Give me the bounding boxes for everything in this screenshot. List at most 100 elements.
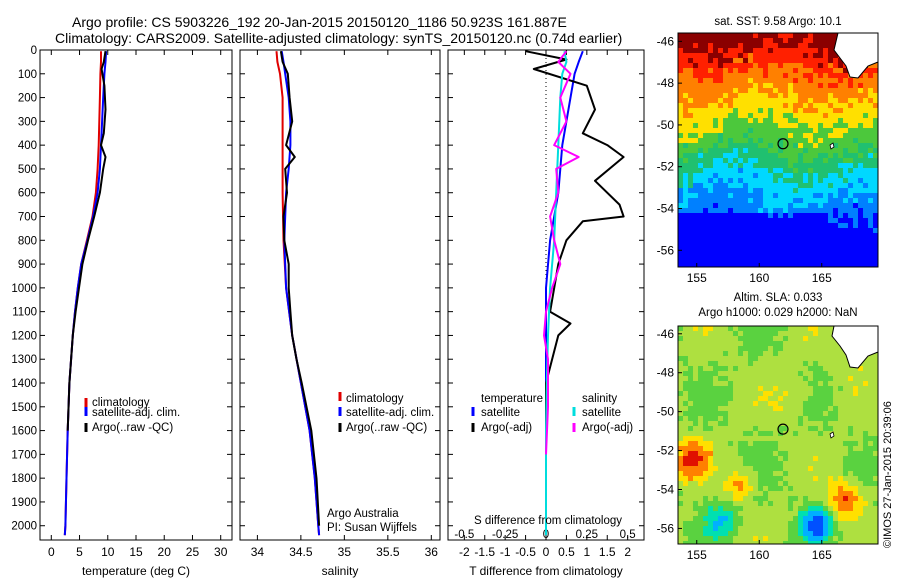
map-cell	[778, 183, 783, 188]
map-cell	[713, 33, 718, 38]
map-cell	[678, 118, 683, 123]
map-cell	[723, 526, 728, 531]
map-cell	[778, 168, 783, 173]
map-cell	[703, 123, 708, 128]
argo-position-marker	[777, 423, 789, 435]
map-cell	[813, 536, 818, 541]
map-cell	[818, 411, 823, 416]
map-cell	[788, 441, 793, 446]
map-cell	[708, 48, 713, 53]
map-cell	[813, 501, 818, 506]
map-cell	[693, 491, 698, 496]
map-cell	[838, 128, 843, 133]
map-cell	[738, 536, 743, 541]
map-cell	[698, 381, 703, 386]
map-cell	[743, 58, 748, 63]
map-cell	[813, 351, 818, 356]
map-cell	[778, 326, 783, 331]
map-cell	[748, 143, 753, 148]
map-cell	[733, 153, 738, 158]
map-cell	[783, 218, 788, 223]
sst-map-field	[678, 33, 878, 267]
map-cell	[733, 178, 738, 183]
map-cell	[728, 461, 733, 466]
map-cell	[688, 63, 693, 68]
map-cell	[868, 471, 873, 476]
map-cell	[728, 331, 733, 336]
map-cell	[703, 218, 708, 223]
map-cell	[758, 158, 763, 163]
difference-lines	[525, 50, 625, 536]
map-cell	[703, 406, 708, 411]
map-cell	[713, 506, 718, 511]
map-cell	[688, 113, 693, 118]
map-cell	[818, 83, 823, 88]
map-cell	[728, 248, 733, 253]
map-cell	[808, 366, 813, 371]
x-tick-label: 0	[543, 545, 550, 559]
map-cell	[693, 63, 698, 68]
map-cell	[713, 346, 718, 351]
map-cell	[728, 466, 733, 471]
map-cell	[778, 541, 783, 544]
map-cell	[858, 93, 863, 98]
map-cell	[803, 233, 808, 238]
map-cell	[748, 411, 753, 416]
map-cell	[828, 371, 833, 376]
x-tick-label: -2	[459, 545, 470, 559]
map-cell	[698, 128, 703, 133]
map-cell	[763, 436, 768, 441]
map-cell	[698, 471, 703, 476]
map-cell	[693, 198, 698, 203]
map-cell	[818, 33, 823, 38]
map-cell	[698, 163, 703, 168]
map-cell	[798, 233, 803, 238]
map-cell	[708, 436, 713, 441]
map-cell	[698, 361, 703, 366]
map-cell	[823, 263, 828, 267]
map-cell	[853, 406, 858, 411]
map-cell	[723, 521, 728, 526]
map-cell	[873, 371, 878, 376]
map-cell	[718, 88, 723, 93]
map-cell	[728, 63, 733, 68]
map-cell	[698, 183, 703, 188]
map-cell	[718, 38, 723, 43]
map-cell	[738, 238, 743, 243]
map-cell	[708, 108, 713, 113]
map-cell	[823, 133, 828, 138]
map-cell	[823, 168, 828, 173]
map-cell	[833, 153, 838, 158]
map-cell	[803, 88, 808, 93]
map-cell	[718, 203, 723, 208]
map-cell	[718, 521, 723, 526]
map-cell	[703, 381, 708, 386]
map-x-tick-label: 160	[749, 548, 769, 562]
map-cell	[783, 521, 788, 526]
map-cell	[848, 501, 853, 506]
map-cell	[723, 481, 728, 486]
map-cell	[873, 411, 878, 416]
map-cell	[733, 48, 738, 53]
map-cell	[778, 103, 783, 108]
map-cell	[758, 496, 763, 501]
series-climatology	[63, 51, 102, 536]
map-cell	[773, 536, 778, 541]
map-cell	[748, 83, 753, 88]
map-cell	[798, 366, 803, 371]
map-cell	[868, 376, 873, 381]
map-cell	[803, 421, 808, 426]
map-cell	[758, 381, 763, 386]
map-cell	[803, 371, 808, 376]
map-cell	[698, 173, 703, 178]
map-cell	[853, 233, 858, 238]
depth-tick-label: 1200	[11, 330, 37, 342]
map-cell	[688, 213, 693, 218]
map-cell	[743, 326, 748, 331]
map-cell	[683, 203, 688, 208]
map-cell	[813, 53, 818, 58]
map-cell	[723, 53, 728, 58]
map-cell	[688, 163, 693, 168]
s-diff-tick-label: -0.25	[492, 529, 518, 541]
map-cell	[713, 203, 718, 208]
